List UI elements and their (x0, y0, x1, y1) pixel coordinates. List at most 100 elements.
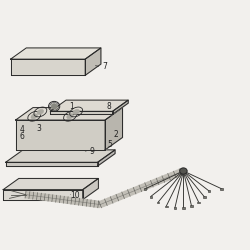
Polygon shape (54, 196, 56, 202)
Polygon shape (69, 198, 72, 204)
FancyBboxPatch shape (208, 190, 210, 192)
Polygon shape (44, 194, 47, 200)
Text: 3: 3 (37, 124, 42, 133)
Text: 1: 1 (69, 102, 74, 111)
Polygon shape (11, 59, 85, 75)
Polygon shape (16, 108, 122, 120)
Polygon shape (142, 183, 147, 190)
Polygon shape (6, 162, 98, 166)
Polygon shape (145, 182, 150, 189)
Polygon shape (75, 198, 78, 204)
Polygon shape (156, 178, 162, 184)
Polygon shape (125, 190, 130, 197)
Ellipse shape (67, 114, 73, 119)
FancyBboxPatch shape (220, 188, 223, 190)
Polygon shape (98, 150, 115, 166)
Polygon shape (108, 197, 113, 204)
Polygon shape (88, 200, 91, 206)
Polygon shape (82, 199, 85, 205)
Ellipse shape (37, 110, 44, 114)
Polygon shape (168, 173, 173, 180)
Polygon shape (128, 189, 133, 196)
Polygon shape (171, 172, 176, 178)
Text: 2: 2 (114, 130, 119, 140)
Polygon shape (99, 201, 104, 207)
FancyBboxPatch shape (157, 202, 160, 203)
Polygon shape (27, 192, 30, 198)
Polygon shape (42, 194, 45, 200)
Polygon shape (37, 193, 39, 199)
Polygon shape (114, 195, 118, 202)
FancyBboxPatch shape (174, 207, 176, 209)
Polygon shape (31, 192, 34, 198)
Text: 9: 9 (89, 146, 94, 156)
Text: 6: 6 (20, 132, 24, 141)
Polygon shape (112, 100, 128, 114)
Polygon shape (48, 195, 51, 201)
Polygon shape (105, 198, 110, 205)
Polygon shape (162, 175, 167, 182)
Polygon shape (174, 170, 179, 177)
Ellipse shape (73, 110, 80, 114)
Polygon shape (165, 174, 170, 181)
Polygon shape (90, 200, 93, 206)
Polygon shape (180, 168, 184, 175)
Ellipse shape (51, 104, 57, 109)
Polygon shape (176, 170, 182, 176)
Polygon shape (16, 120, 105, 150)
Polygon shape (46, 194, 49, 201)
Polygon shape (94, 201, 97, 207)
Polygon shape (85, 48, 101, 75)
Polygon shape (98, 201, 100, 207)
Polygon shape (64, 197, 66, 203)
Polygon shape (119, 192, 124, 199)
Polygon shape (77, 198, 80, 205)
Polygon shape (139, 184, 144, 191)
FancyBboxPatch shape (165, 206, 168, 207)
Polygon shape (96, 201, 98, 207)
Polygon shape (86, 200, 89, 206)
Text: 5: 5 (108, 140, 112, 149)
Polygon shape (58, 196, 60, 202)
Text: 4: 4 (20, 126, 24, 134)
Polygon shape (11, 48, 101, 59)
Polygon shape (136, 186, 141, 192)
Polygon shape (71, 198, 74, 204)
Polygon shape (40, 194, 43, 200)
Polygon shape (73, 198, 76, 204)
Polygon shape (50, 100, 128, 111)
Polygon shape (105, 108, 122, 150)
Text: 8: 8 (106, 102, 111, 111)
Polygon shape (102, 200, 107, 206)
Polygon shape (65, 197, 68, 203)
Polygon shape (50, 111, 112, 114)
FancyBboxPatch shape (182, 207, 185, 209)
Polygon shape (25, 192, 28, 198)
Polygon shape (62, 196, 64, 203)
Ellipse shape (180, 168, 186, 173)
Polygon shape (67, 197, 70, 203)
Polygon shape (159, 176, 164, 183)
FancyBboxPatch shape (203, 196, 206, 198)
Polygon shape (134, 187, 138, 194)
Polygon shape (33, 193, 35, 199)
Polygon shape (122, 191, 127, 198)
Polygon shape (3, 190, 83, 200)
Polygon shape (110, 196, 116, 203)
Polygon shape (60, 196, 62, 202)
Polygon shape (83, 178, 98, 200)
Polygon shape (50, 195, 53, 201)
Polygon shape (116, 194, 121, 200)
Polygon shape (84, 200, 87, 206)
Polygon shape (130, 188, 136, 194)
Text: 7: 7 (103, 62, 108, 71)
Polygon shape (154, 179, 159, 185)
Ellipse shape (31, 114, 38, 119)
Polygon shape (52, 195, 55, 202)
Polygon shape (38, 194, 41, 200)
Polygon shape (151, 180, 156, 186)
Polygon shape (92, 200, 95, 207)
Polygon shape (29, 192, 32, 198)
Text: 10: 10 (70, 191, 80, 200)
FancyBboxPatch shape (197, 202, 200, 203)
